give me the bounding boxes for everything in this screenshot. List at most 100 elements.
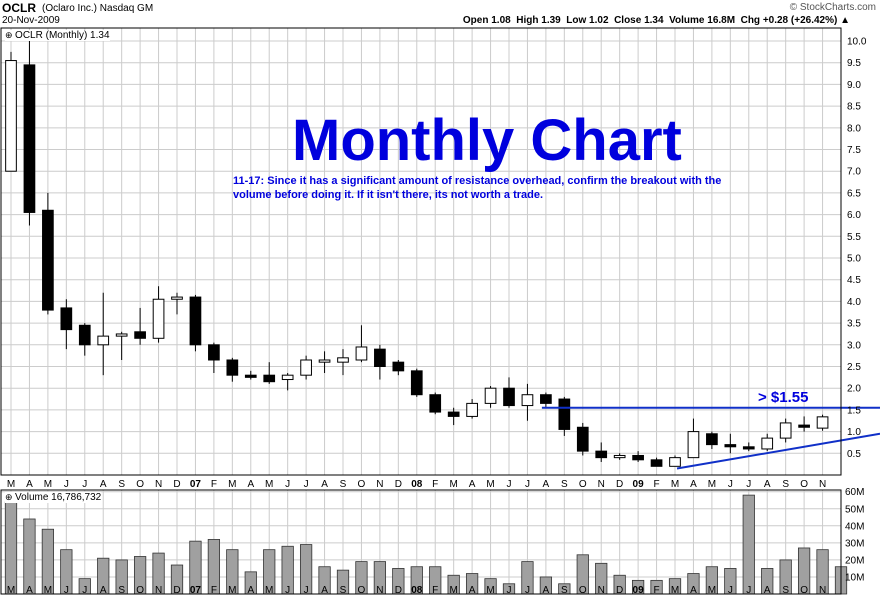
price-tick-label: 5.5 (847, 232, 861, 243)
annotation-title: Monthly Chart (292, 108, 682, 173)
x-tick-label-volume: O (136, 585, 144, 595)
x-tick-label-volume: M (449, 585, 457, 595)
x-axis-ticks-price: M A M J J A S O N D 07 F M A M J J A S O N D 08 F M A M J J A S O N D 09 F M… (7, 479, 826, 490)
x-tick-label-volume: 08 (411, 585, 423, 595)
volume-tick-label: 40M (845, 521, 864, 532)
volume-tick-label: 10M (845, 572, 864, 583)
ticker-symbol: OCLR (2, 1, 36, 15)
x-tick-label: M (486, 479, 494, 490)
x-tick-label-volume: D (173, 585, 180, 595)
x-tick-label: J (525, 479, 530, 490)
x-tick-label: M (44, 479, 52, 490)
x-tick-label-volume: J (746, 585, 751, 595)
x-tick-label: A (100, 479, 107, 490)
x-tick-label-volume: M (44, 585, 52, 595)
x-tick-label-volume: 07 (190, 585, 202, 595)
candle-body (337, 357, 349, 363)
candle-body (318, 359, 331, 363)
price-tick-label: 1.0 (847, 427, 861, 438)
x-tick-label: O (800, 479, 808, 490)
x-tick-label: F (654, 479, 660, 490)
candle-body (595, 450, 608, 459)
price-tick-label: 8.0 (847, 123, 861, 134)
x-tick-label: M (228, 479, 236, 490)
candle-body (392, 361, 405, 372)
x-tick-label: N (819, 479, 826, 490)
volume-tick-label: 30M (845, 538, 864, 549)
candle-body (152, 298, 165, 339)
price-tick-label: 6.5 (847, 188, 861, 199)
volume-panel-label: ⊕ Volume 16,786,732 (5, 492, 102, 503)
candle-body (613, 454, 626, 459)
candle-body (558, 398, 571, 430)
x-axis-ticks-volume: M A M J J A S O N D 07 F M A M J J A S O N D 08 F M A M J J A S O N D 09 F M… (7, 585, 826, 595)
x-tick-label-volume: M (7, 585, 15, 595)
x-tick-label-volume: N (598, 585, 605, 595)
x-tick-label: J (64, 479, 69, 490)
price-tick-label: 9.0 (847, 80, 861, 91)
x-tick-label-volume: M (228, 585, 236, 595)
x-tick-label: M (7, 479, 15, 490)
annotation-note: 11-17: Since it has a significant amount… (233, 175, 722, 201)
x-tick-label-volume: A (543, 585, 550, 595)
candle-body (115, 333, 128, 337)
candle-body (466, 402, 478, 417)
price-tick-label: 9.5 (847, 58, 861, 69)
candle-body (226, 359, 239, 376)
candles (5, 32, 829, 467)
x-tick-label: D (173, 479, 180, 490)
candle-body (669, 457, 681, 467)
x-tick-label-volume: J (728, 585, 733, 595)
x-tick-label-volume: S (561, 585, 568, 595)
x-tick-label-volume: M (265, 585, 273, 595)
x-tick-label-volume: D (395, 585, 402, 595)
volume-settings-icon: ⊕ (5, 492, 16, 502)
x-tick-label: N (376, 479, 383, 490)
x-tick-label-volume: S (118, 585, 125, 595)
quote-summary: Open 1.08 High 1.39 Low 1.02 Close 1.34 … (462, 15, 850, 26)
x-tick-label: F (211, 479, 217, 490)
x-tick-label-volume: O (579, 585, 587, 595)
candle-body (355, 346, 368, 361)
x-tick-label-volume: J (507, 585, 512, 595)
x-tick-label-volume: N (819, 585, 826, 595)
volume-bar (4, 501, 18, 595)
x-tick-label-volume: S (782, 585, 789, 595)
x-tick-label: A (764, 479, 771, 490)
x-tick-label: J (285, 479, 290, 490)
x-tick-label: D (616, 479, 623, 490)
x-tick-label-volume: M (486, 585, 494, 595)
candle-body (816, 416, 829, 429)
x-tick-label: 09 (633, 479, 645, 490)
x-tick-label-volume: A (26, 585, 33, 595)
candle-body (650, 459, 663, 467)
price-tick-label: 7.5 (847, 145, 861, 156)
volume-bar (742, 494, 755, 595)
x-tick-label-volume: J (64, 585, 69, 595)
x-tick-label: F (432, 479, 438, 490)
x-tick-label-volume: O (358, 585, 366, 595)
copyright: © StockCharts.com (789, 2, 876, 13)
x-tick-label-volume: A (247, 585, 254, 595)
candle-body (576, 426, 589, 452)
price-tick-label: 8.5 (847, 102, 861, 113)
x-tick-label: S (782, 479, 789, 490)
x-tick-label-volume: A (764, 585, 771, 595)
candle-body (134, 331, 146, 339)
price-panel-frame (0, 27, 842, 476)
price-panel-label: ⊕ OCLR (Monthly) 1.34 (5, 30, 110, 41)
price-tick-label: 10.0 (847, 37, 867, 48)
volume-axis-ticks: 10M 20M 30M 40M 50M 60M (845, 487, 864, 583)
x-tick-label: S (340, 479, 347, 490)
price-tick-label: 4.5 (847, 275, 861, 286)
candle-body (281, 374, 294, 381)
price-tick-label: 2.0 (847, 384, 861, 395)
company-name: (Oclaro Inc.) Nasdaq GM (42, 3, 154, 14)
x-tick-label: A (321, 479, 328, 490)
x-tick-label-volume: F (654, 585, 660, 595)
chart-settings-icon: ⊕ (5, 30, 16, 40)
x-tick-label: S (118, 479, 125, 490)
x-tick-label-volume: A (321, 585, 328, 595)
x-tick-label: A (543, 479, 550, 490)
